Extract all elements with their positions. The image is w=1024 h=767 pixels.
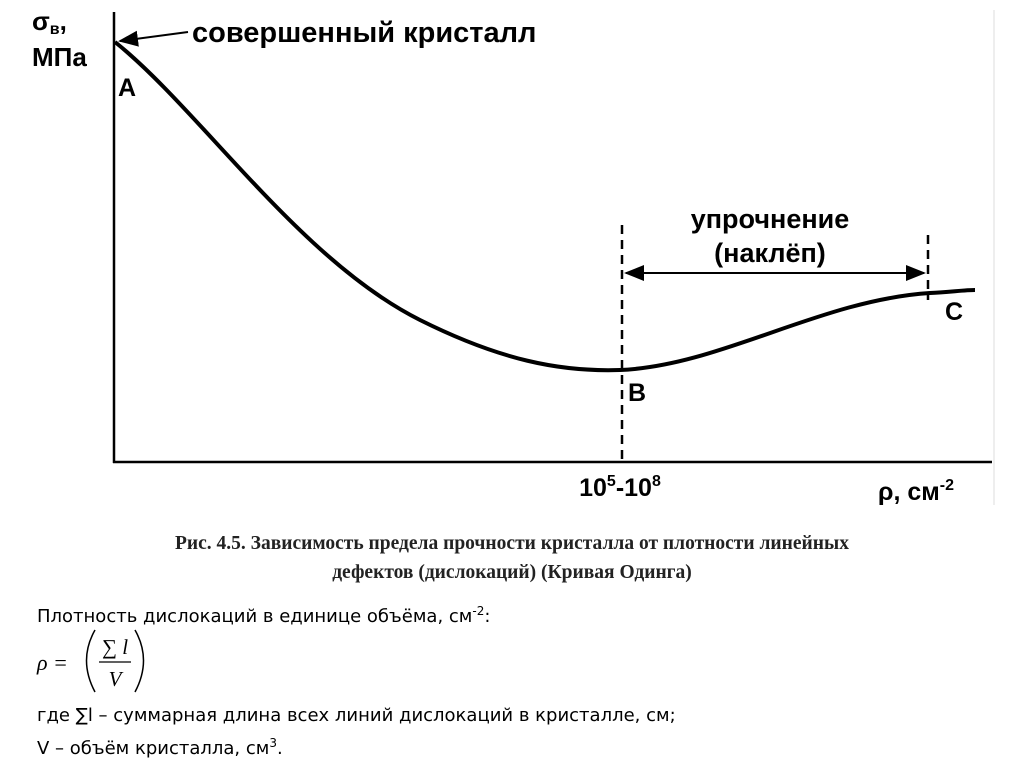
- y-axis-label: σв,: [32, 6, 67, 38]
- annotation: совершенный кристалл: [192, 17, 536, 49]
- text: :: [484, 606, 490, 627]
- text: V – объём кристалла, см: [37, 738, 269, 759]
- x-marker-label: 105-108: [579, 473, 661, 502]
- point-label: C: [945, 298, 963, 326]
- x-axis-label: ρ, см-2: [878, 477, 954, 506]
- exponent: -2: [940, 477, 954, 494]
- point-label: A: [118, 74, 136, 102]
- symbol: σ: [32, 6, 50, 36]
- paren: [134, 629, 145, 693]
- curve: [113, 40, 976, 373]
- base: 10: [579, 474, 607, 502]
- y-axis-unit: МПа: [32, 42, 87, 72]
- body-line: V – объём кристалла, см3.: [37, 736, 283, 759]
- exponent: 8: [652, 473, 661, 490]
- pointer-arrow: [118, 30, 189, 47]
- comma: ,: [60, 6, 67, 36]
- text: .: [277, 738, 283, 759]
- region-label: упрочнение: [691, 204, 850, 234]
- exponent: -2: [472, 604, 484, 618]
- caption: дефектов (дислокаций) (Кривая Одинга): [332, 562, 692, 583]
- text: Плотность дислокаций в единице объёма, с…: [37, 606, 472, 627]
- base: -10: [616, 474, 652, 502]
- numerator: ∑ l: [102, 635, 128, 659]
- formula-lhs: ρ =: [36, 650, 68, 675]
- denominator: V: [109, 667, 124, 691]
- subscript: в: [50, 21, 60, 38]
- exponent: 3: [269, 736, 277, 750]
- body-line: где ∑l – суммарная длина всех линий дисл…: [37, 705, 676, 726]
- label: ρ, см: [878, 478, 940, 506]
- region-label: (наклёп): [714, 238, 826, 268]
- paren: [85, 629, 96, 693]
- caption: Рис. 4.5. Зависимость предела прочности …: [175, 533, 849, 554]
- body-line: Плотность дислокаций в единице объёма, с…: [37, 604, 490, 627]
- exponent: 5: [607, 473, 616, 490]
- point-label: B: [628, 379, 646, 407]
